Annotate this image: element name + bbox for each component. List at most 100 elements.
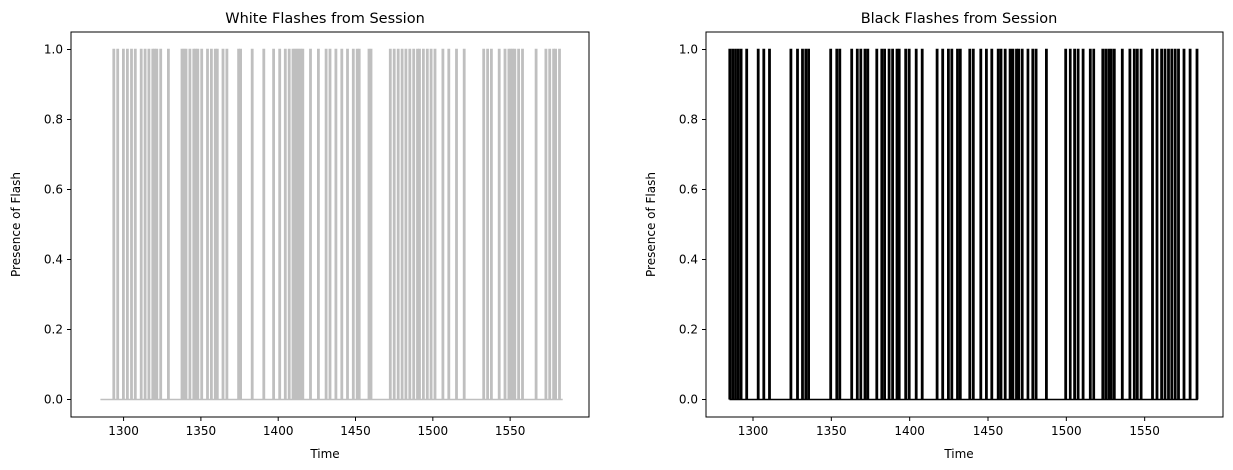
- flash-pulse: [897, 48, 901, 400]
- flash-pulse: [192, 48, 196, 400]
- y-tick-label: 0.6: [44, 183, 63, 197]
- flash-pulse: [1017, 48, 1021, 400]
- flash-pulse: [935, 48, 939, 400]
- plot-frame: [705, 31, 1224, 418]
- plot-frame: [70, 31, 590, 418]
- flash-pulse: [1139, 48, 1143, 400]
- x-tick-label: 1500: [418, 424, 449, 438]
- flash-pulse: [112, 48, 116, 400]
- flash-pulse: [159, 48, 163, 400]
- flash-pulse: [548, 48, 552, 400]
- flash-pulse: [346, 48, 349, 400]
- flash-pulse: [1026, 48, 1030, 400]
- flash-pulse: [206, 48, 209, 400]
- flash-pulse: [507, 48, 511, 400]
- flash-pulse: [734, 48, 737, 400]
- flash-pulse: [801, 48, 804, 400]
- flash-pulse: [200, 48, 204, 400]
- flash-pulse: [1073, 48, 1076, 400]
- flash-pulse: [1170, 48, 1174, 400]
- flash-pulse: [1011, 48, 1015, 400]
- flash-pulse: [1107, 48, 1111, 400]
- flash-pulse: [497, 48, 501, 400]
- y-tick-label: 1.0: [679, 43, 698, 57]
- flash-pulse: [355, 48, 359, 400]
- flash-pulse: [433, 48, 437, 400]
- flash-pulse: [225, 48, 229, 400]
- flash-pulse: [1092, 48, 1096, 400]
- flash-pulse: [1104, 48, 1108, 400]
- flash-pulse: [130, 48, 133, 400]
- flash-pulse: [558, 48, 561, 400]
- flash-pulse: [215, 48, 219, 400]
- flash-pulse: [990, 48, 994, 400]
- flash-pulse: [1163, 48, 1167, 400]
- flash-pulse: [979, 48, 983, 400]
- flash-pulse: [866, 48, 870, 400]
- flash-pulse: [1088, 48, 1092, 400]
- flash-pulse: [850, 48, 854, 400]
- flash-pulse: [180, 48, 184, 400]
- y-axis-label: Presence of Flash: [644, 172, 658, 277]
- flash-pulse: [1034, 48, 1038, 400]
- flash-pulse: [1151, 48, 1154, 400]
- flash-pulse: [891, 48, 895, 400]
- x-tick-label: 1400: [894, 424, 925, 438]
- flash-pulse: [334, 48, 338, 400]
- flash-pulse: [736, 48, 740, 400]
- flash-pulse: [971, 48, 975, 400]
- flash-pulse: [1064, 48, 1068, 400]
- flash-pulse: [188, 48, 192, 400]
- flash-pulse: [278, 48, 282, 400]
- flash-pulse: [907, 48, 911, 400]
- x-tick-label: 1550: [1129, 424, 1160, 438]
- flash-pulse: [1160, 48, 1163, 400]
- flash-pulse: [1167, 48, 1170, 400]
- x-tick-label: 1350: [816, 424, 847, 438]
- flash-pulse: [895, 48, 899, 400]
- flash-pulse: [509, 48, 513, 400]
- flash-series: [728, 48, 1199, 401]
- flash-series: [100, 48, 563, 401]
- flash-pulse: [1101, 48, 1105, 400]
- flash-pulse: [1155, 48, 1159, 400]
- flash-pulse: [441, 48, 445, 400]
- flash-pulse: [299, 48, 303, 400]
- flash-pulse: [462, 48, 466, 400]
- flash-pulse: [1177, 48, 1180, 400]
- flash-pulse: [946, 48, 950, 400]
- y-tick-label: 0.8: [44, 113, 63, 127]
- flash-pulse: [447, 48, 451, 400]
- flash-pulse: [807, 48, 811, 400]
- flash-pulse: [503, 48, 507, 400]
- flash-pulse: [291, 48, 295, 400]
- flash-pulse: [859, 48, 863, 400]
- flash-pulse: [1081, 48, 1085, 400]
- flash-pulse: [950, 48, 954, 400]
- flash-pulse: [239, 48, 242, 400]
- flash-pulse: [1173, 48, 1177, 400]
- flash-pulse: [133, 48, 137, 400]
- flash-pulse: [418, 48, 421, 400]
- black-flashes-chart: Black Flashes from Session 1300 1350 1400 1…: [644, 11, 1224, 461]
- flash-pulse: [147, 48, 151, 400]
- flash-pulse: [804, 48, 808, 400]
- flash-pulse: [194, 48, 198, 400]
- flash-pulse: [875, 48, 879, 400]
- flash-pulse: [143, 48, 147, 400]
- y-axis-label: Presence of Flash: [9, 172, 23, 277]
- flash-pulse: [728, 48, 732, 400]
- y-axis-ticks: 0.0 0.2 0.4 0.6 0.8 1.0: [679, 43, 706, 407]
- flash-pulse: [116, 48, 120, 400]
- flash-pulse: [904, 48, 908, 400]
- x-axis-ticks: 1300 1350 1400 1450 1500 1550: [108, 417, 525, 438]
- flash-pulse: [416, 48, 419, 400]
- flash-pulse: [1195, 48, 1199, 400]
- flash-pulse: [863, 48, 867, 400]
- x-axis-ticks: 1300 1350 1400 1450 1500 1550: [738, 417, 1160, 438]
- flash-pulse: [956, 48, 959, 400]
- flash-pulse: [412, 48, 416, 400]
- flash-pulse: [122, 48, 125, 400]
- flash-pulse: [392, 48, 396, 400]
- y-tick-label: 0.6: [679, 183, 698, 197]
